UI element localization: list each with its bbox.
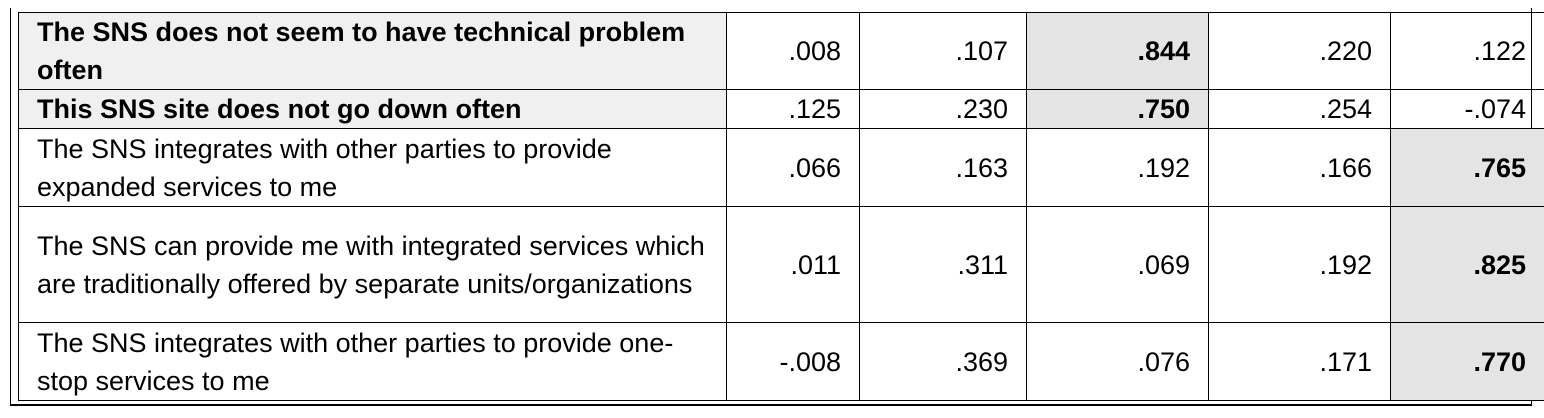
- loading-value: .011: [726, 206, 860, 323]
- table-row: The SNS integrates with other parties to…: [18, 322, 1544, 401]
- table-row: The SNS can provide me with integrated s…: [18, 206, 1544, 323]
- row-label: This SNS site does not go down often: [18, 89, 727, 129]
- row-label: The SNS integrates with other parties to…: [18, 322, 727, 401]
- loading-value: .066: [726, 128, 860, 207]
- table-row: The SNS integrates with other parties to…: [18, 128, 1544, 207]
- loading-value: .220: [1208, 12, 1391, 90]
- loading-value: .107: [859, 12, 1027, 90]
- loading-value: .069: [1026, 206, 1209, 323]
- loading-value: .076: [1026, 322, 1209, 401]
- loading-value: .125: [726, 89, 860, 129]
- loading-value-highlight: .750: [1026, 89, 1209, 129]
- factor-loadings-table: The SNS does not seem to have technical …: [18, 12, 1544, 401]
- table-row: This SNS site does not go down often .12…: [18, 89, 1544, 129]
- loading-value-highlight: .825: [1390, 206, 1544, 323]
- loading-value: .171: [1208, 322, 1391, 401]
- loading-value: .192: [1208, 206, 1391, 323]
- loading-value-highlight: .765: [1390, 128, 1544, 207]
- loading-value-highlight: .844: [1026, 12, 1209, 90]
- loading-value: -.074: [1390, 89, 1544, 129]
- table-row: The SNS does not seem to have technical …: [18, 12, 1544, 90]
- loading-value: .192: [1026, 128, 1209, 207]
- loading-value-highlight: .770: [1390, 322, 1544, 401]
- loading-value: .008: [726, 12, 860, 90]
- loading-value: -.008: [726, 322, 860, 401]
- loading-value: .254: [1208, 89, 1391, 129]
- loading-value: .122: [1390, 12, 1544, 90]
- loading-value: .311: [859, 206, 1027, 323]
- loading-value: .369: [859, 322, 1027, 401]
- loading-value: .166: [1208, 128, 1391, 207]
- row-label: The SNS can provide me with integrated s…: [18, 206, 727, 323]
- loading-value: .163: [859, 128, 1027, 207]
- row-label: The SNS does not seem to have technical …: [18, 12, 727, 90]
- loading-value: .230: [859, 89, 1027, 129]
- row-label: The SNS integrates with other parties to…: [18, 128, 727, 207]
